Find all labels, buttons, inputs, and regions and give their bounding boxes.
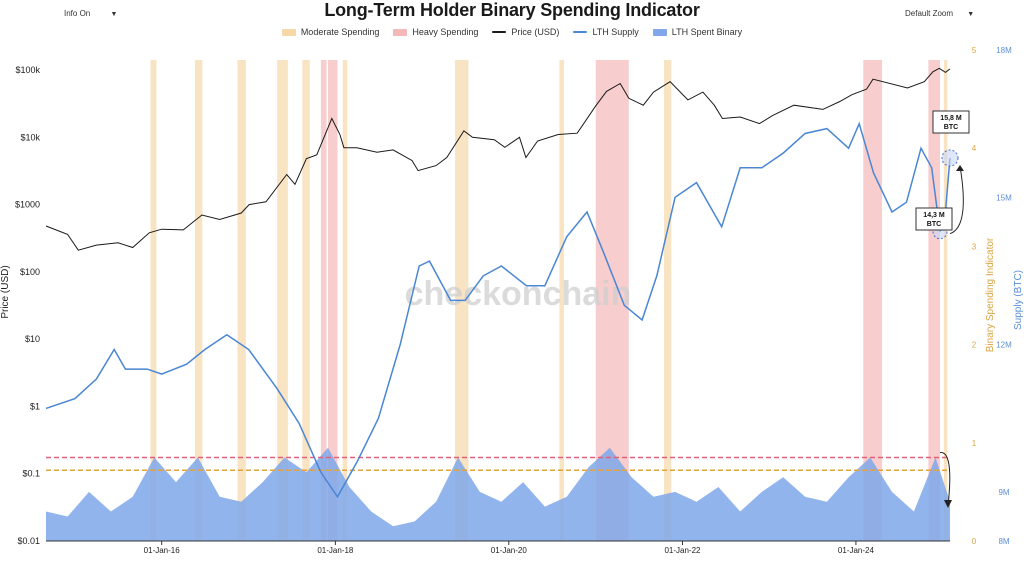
price-line	[45, 67, 951, 251]
arrowhead-icon	[944, 500, 952, 508]
spending-band-moderate	[302, 60, 310, 541]
top-bar: Info On ▼ Long-Term Holder Binary Spendi…	[0, 0, 1024, 26]
spending-band-moderate	[277, 60, 288, 541]
legend-item-heavy-spending[interactable]: Heavy Spending	[393, 27, 478, 37]
price-tick-label: $100k	[15, 65, 40, 75]
high-supply-marker	[941, 149, 959, 167]
price-tick-label: $10	[25, 334, 40, 344]
annotation-low-supply: 14,3 M BTC	[915, 207, 953, 231]
axis-ticks: $0.01 $0.1 $1 $10 $100 $1000 $10k $100k 01-Jan-1…	[15, 46, 1012, 555]
legend-swatch	[281, 28, 296, 36]
annotation-high-unit: BTC	[944, 124, 958, 131]
supply-tick-label: 8M	[998, 537, 1009, 546]
legend-swatch	[573, 31, 588, 33]
binary-tick-label: 2	[972, 341, 977, 350]
zoom-selector-label: Default Zoom	[905, 9, 954, 18]
price-tick-label: $10k	[20, 132, 40, 142]
legend-label: LTH Spent Binary	[671, 27, 743, 37]
legend-swatch	[492, 31, 507, 33]
x-tick-label: 01-Jan-22	[664, 546, 701, 555]
lth-supply-line	[45, 121, 951, 499]
binary-tick-label: 5	[972, 46, 977, 55]
binary-axis-title: Binary Spending Indicator	[985, 237, 996, 352]
binary-tick-label: 0	[972, 537, 977, 546]
x-tick-label: 01-Jan-18	[317, 546, 354, 555]
spending-band-heavy	[928, 60, 941, 541]
info-toggle[interactable]: Info On ▼	[64, 9, 117, 18]
annotation-high-supply: 15,8 M BTC	[932, 110, 970, 134]
legend-item-price[interactable]: Price (USD)	[492, 27, 559, 37]
info-toggle-label: Info On	[64, 9, 91, 18]
chart-title: Long-Term Holder Binary Spending Indicat…	[324, 0, 700, 20]
lth-spent-binary-area	[46, 447, 950, 541]
supply-tick-label: 18M	[996, 46, 1012, 55]
price-tick-label: $1	[30, 401, 40, 411]
spending-band-moderate	[342, 60, 348, 541]
legend-label: Heavy Spending	[412, 27, 479, 37]
x-tick-label: 01-Jan-16	[144, 546, 181, 555]
annotation-high-value: 15,8 M	[940, 115, 962, 122]
spending-band-moderate	[663, 60, 672, 541]
legend-item-lth-spent-binary[interactable]: LTH Spent Binary	[652, 27, 743, 37]
spending-band-heavy	[320, 60, 327, 541]
price-tick-label: $0.01	[17, 536, 40, 546]
price-axis-title: Price (USD)	[0, 265, 11, 318]
legend: Moderate Spending Heavy Spending Price (…	[0, 27, 1024, 37]
spending-band-moderate	[150, 60, 157, 541]
legend-label: Moderate Spending	[300, 27, 380, 37]
legend-item-moderate-spending[interactable]: Moderate Spending	[281, 27, 380, 37]
spending-band-moderate	[194, 60, 203, 541]
supply-axis-title: Supply (BTC)	[1013, 270, 1024, 330]
supply-tick-label: 9M	[998, 488, 1009, 497]
chevron-down-icon: ▼	[967, 11, 975, 18]
x-tick-label: 01-Jan-20	[491, 546, 528, 555]
annotation-low-unit: BTC	[927, 221, 941, 228]
legend-label: LTH Supply	[592, 27, 639, 37]
watermark: checkonchain	[405, 275, 632, 313]
binary-decline-arrow	[939, 452, 951, 507]
spending-band-moderate	[559, 60, 564, 541]
legend-item-lth-supply[interactable]: LTH Supply	[573, 27, 639, 37]
spending-band-moderate	[237, 60, 246, 541]
price-tick-label: $1000	[15, 200, 40, 210]
x-tick-label: 01-Jan-24	[838, 546, 875, 555]
price-tick-label: $100	[20, 267, 40, 277]
binary-tick-label: 3	[972, 242, 977, 251]
supply-change-arrow	[949, 165, 964, 235]
spending-band-heavy	[328, 60, 338, 541]
arrowhead-icon	[956, 165, 964, 172]
binary-tick-label: 1	[972, 439, 977, 448]
zoom-selector[interactable]: Default Zoom ▼	[905, 9, 974, 18]
spending-band-moderate	[943, 60, 948, 541]
annotation-low-value: 14,3 M	[923, 212, 945, 219]
price-tick-label: $0.1	[22, 469, 40, 479]
legend-swatch	[652, 28, 667, 36]
chevron-down-icon: ▼	[110, 11, 118, 18]
supply-tick-label: 12M	[996, 341, 1012, 350]
legend-swatch	[393, 28, 408, 36]
binary-tick-label: 4	[972, 144, 977, 153]
legend-label: Price (USD)	[511, 27, 560, 37]
supply-tick-label: 15M	[996, 193, 1012, 202]
